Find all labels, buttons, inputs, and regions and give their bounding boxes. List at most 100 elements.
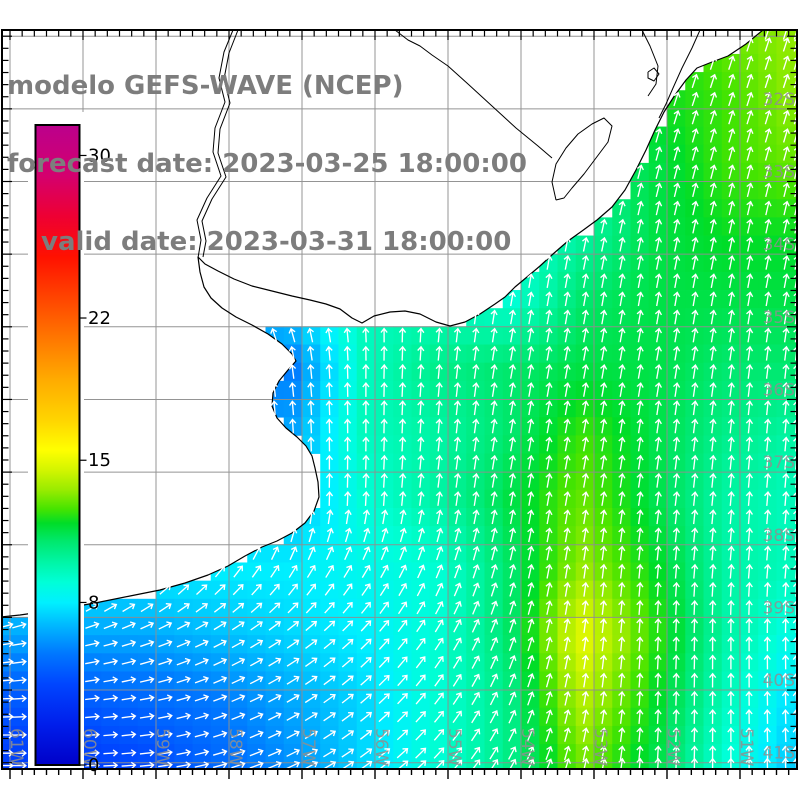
wind-arrow	[654, 545, 662, 561]
wind-arrow	[398, 327, 407, 343]
wind-arrow	[690, 581, 699, 597]
wind-arrow	[2, 658, 14, 666]
wind-arrow	[490, 600, 499, 615]
map-frame-layer	[1, 29, 798, 779]
wind-arrow	[453, 345, 462, 361]
wind-arrow	[709, 563, 717, 579]
wind-arrow	[213, 602, 227, 613]
wind-arrow	[343, 418, 352, 434]
negro-river	[394, 30, 553, 159]
wind-arrow	[709, 128, 718, 143]
lat-label: 36S	[763, 380, 795, 400]
wind-arrow	[545, 758, 553, 769]
wind-arrow	[690, 636, 699, 652]
wind-arrow	[286, 748, 300, 757]
wind-arrow	[452, 747, 463, 760]
lon-label: 61W	[6, 728, 26, 767]
wind-arrow	[508, 491, 517, 506]
wind-arrow	[654, 418, 662, 434]
wind-arrow	[654, 345, 663, 361]
wind-arrow	[600, 345, 608, 361]
wind-arrow	[563, 400, 571, 416]
wind-arrow	[139, 676, 155, 684]
wind-arrow	[618, 563, 626, 579]
wind-arrow	[399, 472, 407, 488]
wind-arrow	[452, 655, 462, 669]
uruguay-river-east-bank	[201, 30, 239, 258]
wind-arrow	[343, 400, 352, 416]
wind-arrow	[654, 327, 663, 343]
wind-arrow	[545, 727, 553, 742]
wind-arrow	[269, 602, 281, 614]
wind-arrow	[581, 509, 590, 525]
wind-arrow	[436, 527, 444, 543]
wind-arrow	[268, 712, 282, 721]
wind-arrow	[176, 694, 191, 702]
wind-arrow	[194, 639, 209, 648]
wind-arrow	[563, 600, 571, 615]
wind-arrow	[323, 712, 336, 722]
wind-arrow	[764, 109, 772, 125]
wind-arrow	[563, 636, 571, 652]
wind-arrow	[508, 636, 517, 652]
wind-arrow	[690, 618, 699, 634]
wind-arrow	[709, 55, 718, 70]
wind-arrow	[342, 583, 353, 596]
wind-arrow	[727, 363, 735, 379]
wind-arrow	[709, 291, 717, 307]
wind-arrow	[691, 218, 699, 234]
wind-arrow	[304, 730, 318, 740]
wind-arrow	[563, 581, 571, 597]
wind-arrow	[691, 345, 699, 361]
wind-arrow	[691, 291, 699, 307]
wind-arrow	[121, 731, 137, 739]
lon-label: 59W	[152, 728, 172, 767]
wind-arrow	[417, 327, 425, 343]
wind-arrow	[745, 600, 753, 615]
wind-arrow	[709, 146, 717, 161]
wind-arrow	[709, 418, 717, 434]
wind-arrow	[139, 730, 155, 739]
wind-arrow	[782, 309, 790, 325]
land-layer	[2, 30, 763, 617]
wind-arrow	[470, 728, 481, 742]
wind-arrow	[363, 527, 371, 543]
wind-arrow	[509, 582, 517, 597]
wind-arrow	[764, 182, 772, 198]
lat-label: 34S	[763, 235, 795, 255]
wind-arrow	[453, 400, 462, 416]
wind-arrow	[728, 182, 736, 198]
wind-arrow	[690, 745, 699, 761]
wind-arrow	[745, 757, 753, 769]
wind-arrow	[746, 146, 754, 161]
wind-arrow	[398, 564, 408, 579]
wind-arrow	[618, 545, 626, 561]
wind-arrow	[727, 491, 735, 506]
wind-arrow	[691, 400, 699, 416]
wind-arrow	[380, 400, 388, 416]
wind-arrow	[727, 672, 735, 688]
wind-arrow	[654, 581, 662, 597]
wind-arrow	[745, 418, 754, 434]
wind-arrow	[599, 636, 608, 652]
wind-arrow	[581, 491, 590, 506]
lat-label: 39S	[763, 598, 795, 618]
wind-arrow	[691, 545, 699, 561]
wind-arrow	[673, 364, 681, 379]
wind-arrow	[121, 621, 136, 630]
wind-arrow	[563, 654, 571, 670]
wind-arrow	[563, 309, 571, 325]
wind-arrow	[636, 509, 644, 525]
wind-arrow	[618, 745, 626, 761]
wind-arrow	[489, 673, 499, 688]
wind-arrow	[527, 563, 535, 579]
wind-arrow	[435, 545, 444, 561]
wind-arrow	[417, 509, 425, 525]
wind-arrow	[417, 546, 426, 561]
wind-arrow	[527, 273, 535, 289]
wind-arrow	[618, 757, 626, 769]
wind-arrow	[782, 545, 790, 561]
wind-arrow	[489, 691, 499, 706]
wind-arrow	[654, 255, 663, 270]
